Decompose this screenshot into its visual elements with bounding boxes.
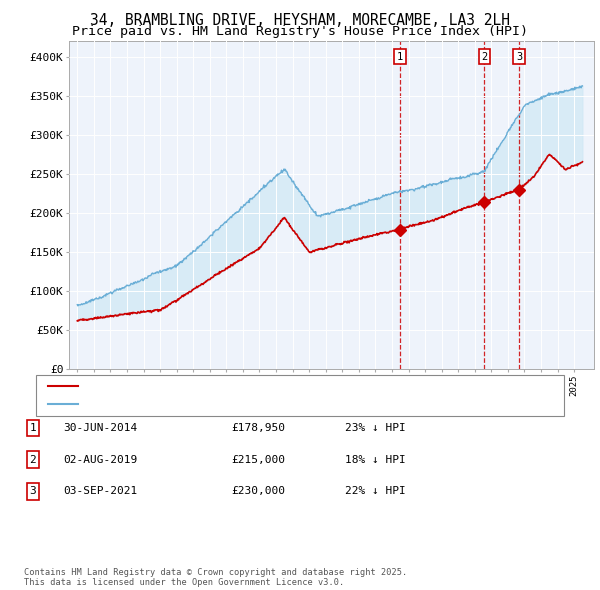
Text: 1: 1: [29, 423, 37, 432]
Text: £230,000: £230,000: [231, 487, 285, 496]
Text: 23% ↓ HPI: 23% ↓ HPI: [345, 423, 406, 432]
Text: 34, BRAMBLING DRIVE, HEYSHAM, MORECAMBE, LA3 2LH: 34, BRAMBLING DRIVE, HEYSHAM, MORECAMBE,…: [90, 13, 510, 28]
Text: 2: 2: [481, 52, 487, 62]
Text: Price paid vs. HM Land Registry's House Price Index (HPI): Price paid vs. HM Land Registry's House …: [72, 25, 528, 38]
Text: 18% ↓ HPI: 18% ↓ HPI: [345, 455, 406, 464]
Text: 3: 3: [29, 487, 37, 496]
Text: 03-SEP-2021: 03-SEP-2021: [63, 487, 137, 496]
Text: 1: 1: [397, 52, 403, 62]
Text: HPI: Average price, detached house, Lancaster: HPI: Average price, detached house, Lanc…: [84, 399, 365, 409]
Text: 02-AUG-2019: 02-AUG-2019: [63, 455, 137, 464]
Text: £178,950: £178,950: [231, 423, 285, 432]
Text: 3: 3: [516, 52, 522, 62]
Text: 34, BRAMBLING DRIVE, HEYSHAM, MORECAMBE, LA3 2LH (detached house): 34, BRAMBLING DRIVE, HEYSHAM, MORECAMBE,…: [84, 381, 490, 391]
Text: £215,000: £215,000: [231, 455, 285, 464]
Text: 2: 2: [29, 455, 37, 464]
Text: 22% ↓ HPI: 22% ↓ HPI: [345, 487, 406, 496]
Text: 30-JUN-2014: 30-JUN-2014: [63, 423, 137, 432]
Text: Contains HM Land Registry data © Crown copyright and database right 2025.
This d: Contains HM Land Registry data © Crown c…: [24, 568, 407, 587]
